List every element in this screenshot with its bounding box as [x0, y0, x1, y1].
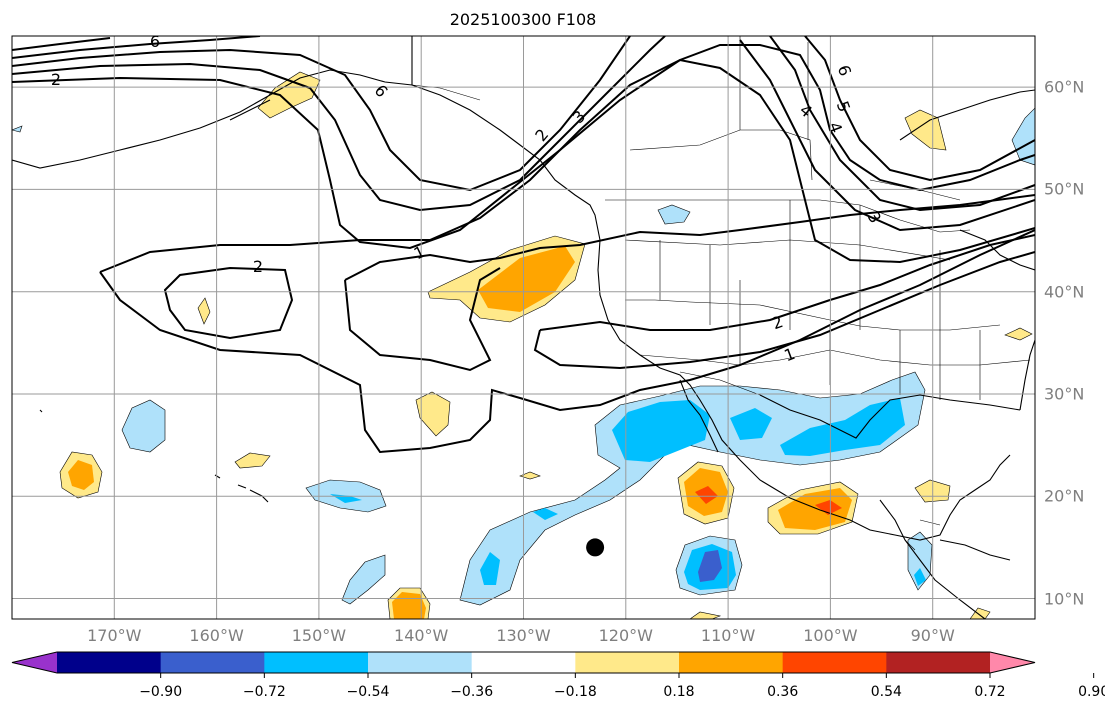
latitude-tick-label: 50°N [1044, 179, 1085, 199]
colorbar-segment [471, 652, 576, 673]
colorbar-tick-label: −0.18 [553, 684, 597, 700]
map-title: 2025100300 F108 [449, 10, 597, 29]
contour-lines [12, 36, 1035, 454]
colorbar-tick-label: 0.90 [1078, 684, 1105, 700]
latitude-tick-label: 30°N [1044, 384, 1085, 404]
contour-label: 6 [150, 32, 160, 51]
latitude-tick-label: 10°N [1044, 589, 1085, 609]
colorbar-outline [11, 651, 1036, 674]
colorbar-segment [160, 652, 265, 673]
colorbar-tick-label: −0.90 [139, 684, 183, 700]
colorbar-segment [679, 652, 784, 673]
colorbar-segment [575, 652, 680, 673]
latitude-tick-label: 20°N [1044, 486, 1085, 506]
graticule [12, 36, 1035, 619]
colorbar-tick-label: 0.54 [870, 684, 902, 700]
colorbar-tick-label: −0.54 [346, 684, 390, 700]
longitude-tick-label: 110°W [700, 626, 756, 645]
colorbar-upper-extension [990, 652, 1035, 673]
longitude-tick-label: 140°W [394, 626, 449, 645]
colorbar-segment [886, 652, 991, 673]
latitude-tick-label: 40°N [1044, 282, 1085, 302]
longitude-tick-label: 150°W [291, 626, 347, 645]
longitude-tick-label: 130°W [496, 626, 551, 645]
colorbar-segment [264, 652, 369, 673]
colorbar [11, 651, 1095, 678]
longitude-tick-label: 100°W [803, 626, 858, 645]
storm-center-marker [586, 538, 605, 557]
colorbar-tick-label: −0.72 [242, 684, 286, 700]
latitude-tick-label: 60°N [1044, 77, 1085, 97]
colorbar-segment [368, 652, 473, 673]
contour-label: 2 [51, 70, 61, 89]
longitude-tick-label: 170°W [87, 626, 142, 645]
longitude-tick-label: 160°W [189, 626, 244, 645]
colorbar-segment [782, 652, 887, 673]
longitude-tick-label: 120°W [598, 626, 653, 645]
colorbar-lower-extension [12, 652, 57, 673]
anomaly-shading [12, 71, 1035, 619]
colorbar-tick-label: −0.36 [450, 684, 494, 700]
contour-label: 2 [253, 257, 263, 276]
map-frame [11, 35, 1036, 620]
colorbar-tick-label: 0.36 [767, 684, 799, 700]
colorbar-segment [57, 652, 162, 673]
colorbar-tick-label: 0.18 [663, 684, 695, 700]
longitude-tick-label: 90°W [910, 626, 955, 645]
colorbar-tick-label: 0.72 [974, 684, 1006, 700]
